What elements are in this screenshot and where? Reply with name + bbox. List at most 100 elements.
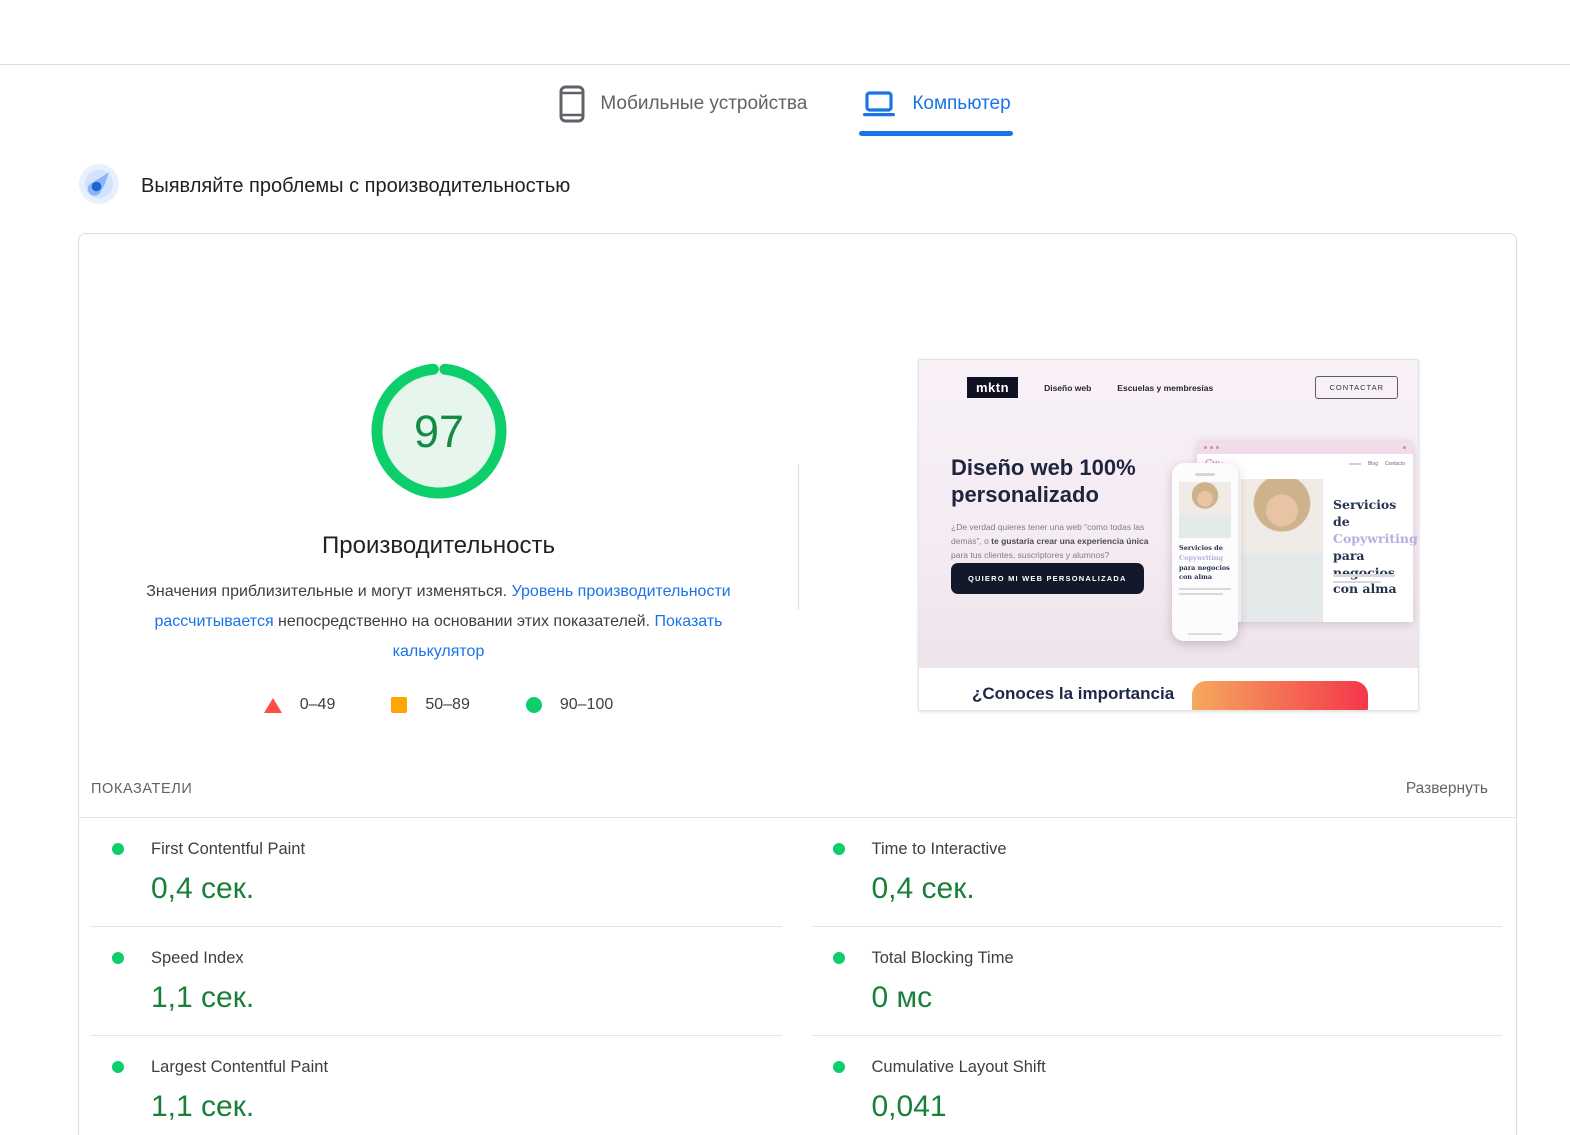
pass-dot-icon <box>112 1061 124 1073</box>
legend-pass-range: 90–100 <box>559 696 614 713</box>
metric-value: 1,1 сек. <box>151 981 255 1014</box>
metric-largest-contentful-paint: Largest Contentful Paint 1,1 сек. <box>91 1036 782 1135</box>
services-line-1: Servicios de <box>1333 497 1397 529</box>
footer-heading: ¿Conoces la importancia <box>972 684 1175 703</box>
report-card: 97 Производительность Значения приблизит… <box>78 233 1517 1135</box>
legend-fail-range: 0–49 <box>299 696 336 713</box>
text-placeholder-bar <box>1333 574 1395 577</box>
metric-value: 0 мс <box>871 981 933 1014</box>
metric-first-contentful-paint: First Contentful Paint 0,4 сек. <box>91 818 782 927</box>
pass-circle-icon <box>525 697 542 713</box>
metric-label: Time to Interactive <box>871 840 1007 858</box>
metric-value: 0,4 сек. <box>151 872 255 905</box>
device-tabs: Мобильные устройства Компьютер <box>0 78 1570 136</box>
site-logo: mktn <box>967 377 1019 398</box>
woman-portrait-photo-small <box>1179 482 1231 538</box>
mock-mini-nav: Blog Contacto <box>1348 461 1405 467</box>
expand-button[interactable]: Развернуть <box>1405 780 1488 797</box>
window-dot-icon <box>1204 445 1207 449</box>
phone-line-3: para negocios con <box>1179 563 1230 582</box>
legend-item-pass: 90–100 <box>525 696 614 714</box>
pass-dot-icon <box>832 843 845 855</box>
mock-nav-blog: Blog <box>1367 461 1378 467</box>
pass-dot-icon <box>832 1061 845 1073</box>
fail-triangle-icon <box>263 697 282 713</box>
metrics-grid: First Contentful Paint 0,4 сек. Time to … <box>91 818 1502 1135</box>
hero-para-part-2: te gustaría crear una experiencia única <box>991 536 1149 547</box>
phone-home-indicator <box>1188 633 1222 635</box>
services-subtext-placeholder <box>1333 574 1395 587</box>
phone-line-1: Servicios de <box>1179 544 1223 552</box>
site-hero-paragraph: ¿De verdad quieres tener una web “como t… <box>951 520 1159 562</box>
services-line-2: Copywriting <box>1333 530 1418 546</box>
metrics-divider <box>79 817 1516 818</box>
metric-label: Cumulative Layout Shift <box>871 1058 1046 1076</box>
text-placeholder-bar <box>1179 588 1231 590</box>
tab-desktop-label: Компьютер <box>912 93 1011 114</box>
screenshot-hero-section: mktn Diseño web Escuelas y membresías CO… <box>919 360 1418 668</box>
show-calculator-link[interactable]: Показать калькулятор <box>392 613 723 660</box>
score-note-text-1: Значения приблизительные и могут изменят… <box>146 583 512 600</box>
tab-mobile-devices[interactable]: Мобильные устройства <box>557 78 809 136</box>
performance-intro: Выявляйте проблемы с производительностью <box>78 163 570 210</box>
woman-portrait-photo <box>1241 479 1323 622</box>
gradient-banner <box>1192 681 1368 710</box>
metric-label: Speed Index <box>151 949 244 967</box>
metric-label: Total Blocking Time <box>871 949 1014 967</box>
intro-title: Выявляйте проблемы с производительностью <box>141 175 571 197</box>
text-placeholder-bar <box>1348 463 1361 465</box>
phone-services-heading: Servicios de Copywriting para negocios c… <box>1179 544 1231 583</box>
metric-label: Largest Contentful Paint <box>151 1058 329 1076</box>
score-note-text-2: непосредственно на основании этих показа… <box>273 613 655 630</box>
phone-line-4: alma <box>1194 573 1213 582</box>
phone-notch <box>1195 473 1215 476</box>
window-dot-icon <box>1216 445 1219 449</box>
hero-para-part-1: ¿De verdad quieres tener una web “como t… <box>951 522 1145 547</box>
metric-total-blocking-time: Total Blocking Time 0 мс <box>811 927 1502 1036</box>
page-screenshot-thumbnail: mktn Diseño web Escuelas y membresías CO… <box>918 359 1419 711</box>
site-contact-button: CONTACTAR <box>1315 376 1398 399</box>
window-dot-icon <box>1210 445 1213 449</box>
phone-subtext-placeholder <box>1179 588 1231 595</box>
metric-time-to-interactive: Time to Interactive 0,4 сек. <box>811 818 1502 927</box>
metrics-heading: ПОКАЗАТЕЛИ <box>91 781 193 797</box>
active-tab-underline <box>859 131 1013 136</box>
score-gauge-ring <box>371 363 506 499</box>
top-app-bar <box>0 0 1570 65</box>
mock-nav-contacto: Contacto <box>1384 461 1405 467</box>
site-hero-heading: Diseño web 100% personalizado <box>951 455 1136 507</box>
section-divider <box>798 464 799 610</box>
pass-dot-icon <box>112 952 124 964</box>
score-gauge: 97 <box>369 361 509 506</box>
score-calc-link[interactable]: Уровень производительности рассчитываетс… <box>154 583 731 630</box>
text-placeholder-bar <box>1179 593 1223 595</box>
site-nav-link-1: Diseño web <box>1044 382 1092 393</box>
score-value: 97 <box>413 406 463 457</box>
screenshot-site-nav: mktn Diseño web Escuelas y membresías CO… <box>967 376 1398 399</box>
average-square-icon <box>391 697 408 713</box>
site-nav-link-2: Escuelas y membresías <box>1117 382 1214 393</box>
browser-mock-body: Servicios de Copywriting para negocios c… <box>1197 474 1418 622</box>
text-placeholder-bar <box>1333 580 1381 583</box>
site-cta-button: QUIERO MI WEB PERSONALIZADA <box>951 563 1144 594</box>
score-legend: 0–49 50–89 90–100 <box>263 696 614 714</box>
tab-desktop[interactable]: Компьютер <box>859 78 1013 136</box>
screenshot-footer-strip: ¿Conoces la importancia <box>919 668 1418 710</box>
legend-item-fail: 0–49 <box>263 696 336 714</box>
speed-gauge-icon <box>78 163 120 210</box>
phone-mockup: Servicios de Copywriting para negocios c… <box>1172 463 1238 641</box>
hero-para-part-3: para tus clientes, suscriptores y alumno… <box>951 550 1110 561</box>
metric-cumulative-layout-shift: Cumulative Layout Shift 0,041 <box>812 1036 1503 1135</box>
score-gauge-section: 97 Производительность Значения приблизит… <box>79 234 798 714</box>
score-note: Значения приблизительные и могут изменят… <box>133 577 745 667</box>
pass-dot-icon <box>832 952 845 964</box>
legend-average-range: 50–89 <box>425 696 470 713</box>
score-gauge-fill <box>380 373 497 489</box>
performance-title: Производительность <box>322 532 555 559</box>
metric-label: First Contentful Paint <box>151 840 306 858</box>
metric-value: 1,1 сек. <box>151 1090 255 1123</box>
smartphone-icon <box>559 84 585 124</box>
services-line-4: con alma <box>1333 581 1397 597</box>
legend-item-average: 50–89 <box>391 696 470 714</box>
metric-value: 0,4 сек. <box>871 872 975 905</box>
